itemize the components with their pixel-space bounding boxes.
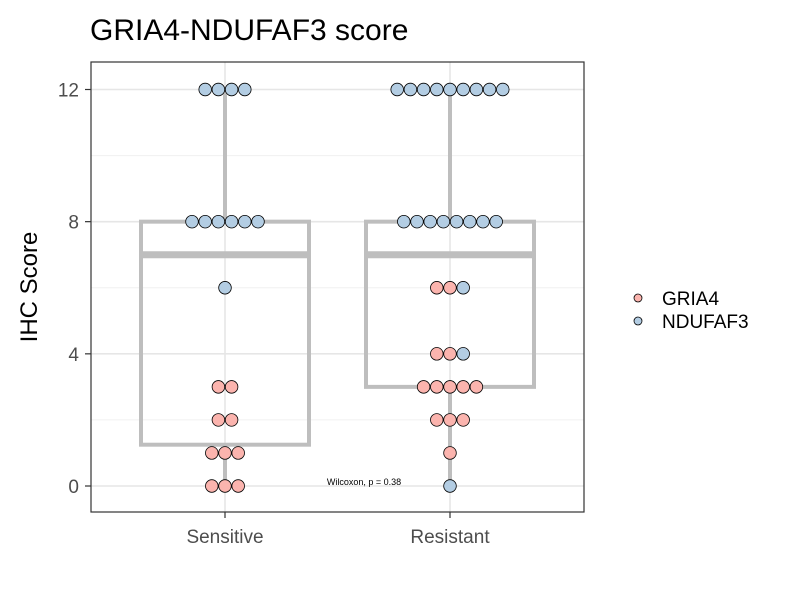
x-tick-label-sensitive: Sensitive (186, 527, 263, 548)
y-tick-label: 0 (68, 477, 79, 498)
point-ndufaf3 (403, 82, 418, 97)
point-gria4 (430, 380, 444, 394)
data-points (185, 82, 510, 493)
point-gria4 (456, 413, 470, 427)
point-ndufaf3 (436, 214, 451, 229)
point-ndufaf3 (390, 82, 404, 97)
point-gria4 (469, 380, 484, 394)
point-ndufaf3 (238, 214, 252, 229)
point-ndufaf3 (476, 214, 490, 229)
point-gria4 (211, 413, 226, 427)
point-gria4 (205, 479, 219, 493)
point-ndufaf3 (456, 281, 470, 295)
point-ndufaf3 (185, 214, 199, 229)
x-tick-label-resistant: Resistant (410, 527, 490, 548)
plot-panel (91, 62, 584, 512)
point-gria4 (224, 380, 239, 394)
point-gria4 (443, 446, 457, 460)
point-ndufaf3 (449, 214, 464, 229)
y-tick-label: 4 (68, 345, 79, 366)
point-ndufaf3 (211, 82, 226, 97)
legend-key-ndufaf3 (633, 316, 643, 326)
point-gria4 (430, 347, 444, 361)
point-gria4 (218, 479, 232, 493)
point-ndufaf3 (397, 214, 411, 229)
point-gria4 (443, 380, 457, 394)
y-axis: 0 4 8 12 (58, 81, 91, 498)
point-ndufaf3 (489, 214, 503, 229)
point-gria4 (430, 281, 444, 295)
point-gria4 (443, 281, 457, 295)
point-ndufaf3 (463, 214, 477, 229)
point-ndufaf3 (218, 281, 232, 295)
point-ndufaf3 (430, 82, 444, 97)
point-ndufaf3 (416, 82, 431, 97)
point-gria4 (231, 446, 245, 460)
point-gria4 (218, 446, 232, 460)
point-ndufaf3 (238, 82, 252, 97)
point-gria4 (211, 380, 226, 394)
point-gria4 (443, 347, 457, 361)
y-tick-label: 8 (68, 213, 79, 234)
point-ndufaf3 (410, 214, 424, 229)
point-ndufaf3 (496, 82, 510, 97)
point-gria4 (456, 380, 470, 394)
legend-label-gria4: GRIA4 (662, 289, 719, 310)
point-ndufaf3 (423, 214, 437, 229)
chart-title: GRIA4-NDUFAF3 score (90, 14, 408, 47)
point-ndufaf3 (456, 347, 470, 361)
point-ndufaf3 (224, 82, 239, 97)
point-ndufaf3 (224, 214, 239, 229)
x-axis: Sensitive Resistant (186, 512, 490, 548)
wilcoxon-annotation: Wilcoxon, p = 0.38 (327, 477, 401, 487)
point-gria4 (416, 380, 431, 394)
point-gria4 (443, 413, 457, 427)
point-ndufaf3 (251, 214, 265, 229)
point-ndufaf3 (443, 479, 457, 493)
point-ndufaf3 (469, 82, 484, 97)
point-gria4 (430, 413, 444, 427)
point-gria4 (231, 479, 245, 493)
point-ndufaf3 (211, 214, 226, 229)
point-ndufaf3 (482, 82, 497, 97)
point-gria4 (224, 413, 239, 427)
y-axis-label: IHC Score (16, 232, 43, 343)
legend-key-gria4 (633, 293, 643, 303)
point-gria4 (205, 446, 219, 460)
point-ndufaf3 (456, 82, 470, 97)
y-tick-label: 12 (58, 81, 79, 102)
point-ndufaf3 (443, 82, 457, 97)
point-ndufaf3 (198, 82, 212, 97)
point-ndufaf3 (198, 214, 212, 229)
legend-label-ndufaf3: NDUFAF3 (662, 312, 749, 333)
plot-border (90, 61, 585, 513)
